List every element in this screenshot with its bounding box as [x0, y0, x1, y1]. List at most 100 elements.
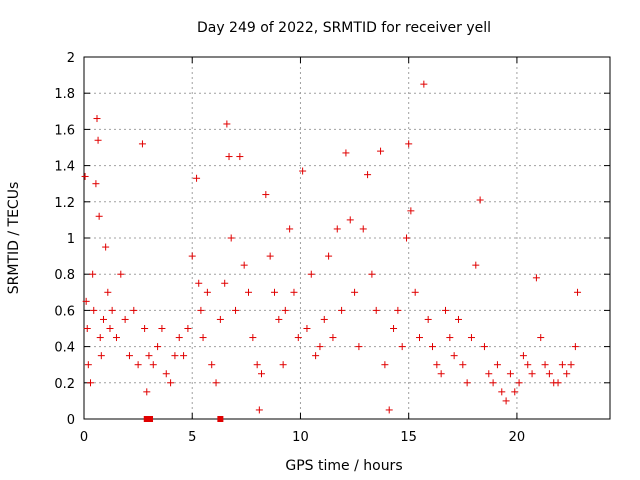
y-tick-label: 0: [67, 413, 75, 428]
data-point: [485, 370, 493, 378]
data-point: [225, 153, 233, 161]
data-point: [104, 288, 112, 296]
data-point: [312, 352, 320, 360]
data-point: [416, 334, 424, 342]
data-point: [537, 334, 545, 342]
data-point: [515, 379, 523, 387]
data-point: [240, 261, 248, 269]
data-point: [511, 388, 519, 396]
data-point: [112, 334, 120, 342]
data-point: [420, 80, 428, 88]
data-point: [407, 207, 415, 215]
data-point: [571, 343, 579, 351]
data-point: [524, 361, 532, 369]
data-point: [138, 140, 146, 148]
data-point: [193, 174, 201, 182]
data-point: [463, 379, 471, 387]
data-point: [281, 306, 289, 314]
data-point: [184, 325, 192, 332]
data-point: [454, 315, 462, 323]
data-point-square: [217, 416, 224, 422]
data-point: [405, 140, 413, 148]
data-point: [89, 270, 97, 278]
data-point-square: [143, 416, 150, 422]
data-point: [316, 343, 324, 351]
y-tick-label: 0.6: [54, 304, 75, 319]
data-point: [394, 306, 402, 314]
data-point: [86, 379, 94, 387]
y-tick-label: 1.4: [54, 160, 75, 175]
data-point: [188, 252, 196, 260]
x-tick-label: 10: [292, 430, 309, 445]
data-point: [563, 370, 571, 378]
data-point: [145, 352, 153, 360]
x-tick-label: 0: [80, 430, 88, 445]
data-point: [195, 279, 203, 287]
data-point: [106, 325, 114, 332]
data-point: [97, 352, 105, 360]
data-point: [121, 315, 129, 323]
data-point: [286, 225, 294, 233]
data-point: [253, 361, 261, 369]
data-point: [381, 361, 389, 369]
data-point: [441, 306, 449, 314]
data-point: [368, 270, 376, 278]
x-tick-label: 20: [509, 430, 526, 445]
data-point: [554, 379, 562, 387]
data-point: [125, 352, 133, 360]
data-point: [342, 149, 350, 157]
data-point: [351, 288, 359, 296]
data-point: [459, 361, 467, 369]
data-point: [355, 343, 363, 351]
y-tick-label: 1: [67, 232, 75, 247]
data-point: [84, 361, 92, 369]
data-point: [223, 120, 231, 128]
data-point: [199, 334, 207, 342]
data-point: [175, 334, 183, 342]
data-point: [303, 325, 311, 332]
data-point: [130, 306, 138, 314]
data-point: [372, 306, 380, 314]
data-point: [498, 388, 506, 396]
data-point: [108, 306, 116, 314]
data-point: [398, 343, 406, 351]
data-point: [257, 370, 265, 378]
data-point: [489, 379, 497, 387]
data-point: [212, 379, 220, 387]
x-axis-label: GPS time / hours: [285, 458, 402, 474]
data-points: [81, 80, 582, 422]
data-point: [279, 361, 287, 369]
data-point: [93, 115, 101, 123]
data-point: [232, 306, 240, 314]
data-point: [221, 279, 229, 287]
data-point: [476, 196, 484, 204]
data-point: [81, 172, 89, 180]
data-point: [275, 315, 283, 323]
data-point: [433, 361, 441, 369]
data-point: [299, 167, 307, 175]
data-point: [519, 352, 527, 360]
y-tick-label: 1.8: [54, 87, 75, 102]
data-point: [429, 343, 437, 351]
x-tick-label: 15: [400, 430, 417, 445]
data-point: [154, 343, 162, 351]
data-point: [294, 334, 302, 342]
axis-ticks: 0 5 10 15 20 0 0.2 0.4 0.6 0.8 1 1.2 1.4 1.6 1.8 2: [54, 51, 610, 445]
data-point: [567, 361, 575, 369]
data-point: [333, 225, 341, 233]
data-point: [506, 370, 514, 378]
data-point: [290, 288, 298, 296]
y-tick-label: 1.2: [54, 196, 75, 211]
data-point: [338, 306, 346, 314]
data-point: [467, 334, 475, 342]
data-point: [390, 325, 398, 332]
data-point: [532, 274, 540, 282]
y-axis-label: SRMTID / TECUs: [6, 182, 22, 295]
data-point: [203, 288, 211, 296]
y-tick-label: 2: [67, 51, 75, 66]
data-point: [320, 315, 328, 323]
x-tick-label: 5: [188, 430, 196, 445]
data-point: [541, 361, 549, 369]
data-point: [262, 191, 270, 199]
